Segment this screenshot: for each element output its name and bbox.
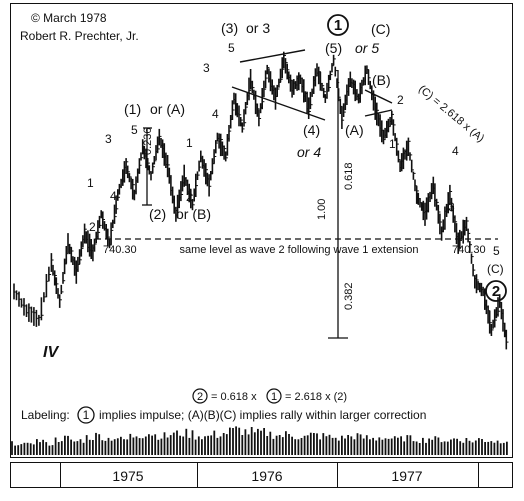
extension-label: (C) = 2.618 x (A)	[416, 83, 486, 145]
wave-2-label: (2)	[149, 206, 166, 222]
reference-note-bg	[164, 243, 434, 256]
ratio-100: 1.00	[316, 199, 328, 220]
formula-circle-2	[192, 388, 208, 404]
circled-top-label: 1	[334, 17, 342, 34]
down-c: (C)	[487, 262, 504, 276]
reference-note: same level as wave 2 following wave 1 ex…	[179, 244, 418, 256]
wave-labels: IV 1 2 3 4 5 (1) or (A) 0.236 1 2 (2) or…	[43, 14, 507, 361]
wave-3-label: (3)	[221, 20, 238, 36]
fibonacci-measure	[142, 70, 348, 339]
formula-circle-1	[266, 388, 282, 404]
wave-iv: IV	[43, 344, 59, 361]
wave-1-label: (1)	[124, 101, 141, 117]
waveb-upper-line	[364, 89, 393, 104]
wave-4: 4	[110, 189, 117, 203]
down-3: 3	[448, 200, 455, 214]
circle-1-top	[327, 14, 349, 36]
circle-2-end	[485, 280, 507, 302]
down-1: 1	[389, 137, 396, 151]
formula-text-1: = 0.618 x	[211, 391, 257, 403]
wave-3: 3	[105, 132, 112, 146]
reference-label-left: 740.30	[103, 244, 137, 256]
year-band	[10, 462, 513, 488]
labeling-text: implies impulse; (A)(B)(C) implies rally…	[99, 408, 426, 422]
wave-2-alt: or (B)	[176, 206, 211, 222]
wave-4-alt: or 4	[297, 144, 321, 160]
wave-3-sub3: 3	[203, 61, 210, 75]
labeling-note: Labeling: 1 implies impulse; (A)(B)(C) i…	[21, 406, 426, 424]
ratio-0236: 0.236	[142, 127, 154, 155]
wave-b-label: (B)	[372, 72, 391, 88]
wave-4-label: (4)	[303, 122, 320, 138]
wave-3-alt: or 3	[246, 20, 270, 36]
ratio-0382: 0.382	[343, 282, 355, 310]
labeling-circle-text: 1	[83, 408, 90, 422]
wave-2: 2	[89, 220, 96, 234]
sub-wave-1: 1	[186, 136, 193, 150]
author: Robert R. Prechter, Jr.	[20, 29, 139, 43]
wave3-upper-line	[239, 49, 306, 63]
down-5: 5	[493, 244, 500, 258]
labeling-circle	[77, 406, 95, 424]
formula-circle-1-text: 1	[271, 391, 277, 403]
x-axis-band: 1975 1976 1977	[10, 462, 513, 488]
circled-end-label: 2	[492, 283, 500, 300]
wave-5: 5	[131, 123, 138, 137]
chart-frame	[10, 3, 513, 458]
ratio-0618: 0.618	[343, 162, 355, 190]
year-label: 1977	[391, 468, 422, 484]
wave-3-sub5: 5	[228, 41, 235, 55]
year-label: 1976	[251, 468, 282, 484]
down-2: 2	[397, 93, 404, 107]
formula-line: 2 = 0.618 x 1 = 2.618 x (2)	[192, 388, 347, 404]
formula-circle-2-text: 2	[197, 391, 203, 403]
down-4: 4	[452, 144, 459, 158]
price-bars	[13, 51, 509, 350]
top-c-label: (C)	[371, 21, 390, 37]
copyright: © March 1978	[31, 11, 107, 25]
wave-1: 1	[87, 176, 94, 190]
top-5-label: (5)	[325, 40, 342, 56]
wave-a-label: (A)	[345, 122, 364, 138]
waveb-lower-line	[364, 109, 393, 117]
volume-bars	[11, 426, 508, 455]
labeling-prefix: Labeling:	[21, 408, 70, 422]
year-label: 1975	[112, 468, 143, 484]
top-or-5: or 5	[355, 40, 379, 56]
reference-label-right: 740.30	[452, 244, 486, 256]
wave3-lower-line	[231, 86, 326, 121]
wave-3-sub4: 4	[212, 107, 219, 121]
trend-channels	[231, 49, 393, 121]
sub-wave-2: 2	[186, 190, 193, 204]
formula-text-2: = 2.618 x (2)	[285, 391, 347, 403]
wave-1-alt: or (A)	[150, 101, 185, 117]
